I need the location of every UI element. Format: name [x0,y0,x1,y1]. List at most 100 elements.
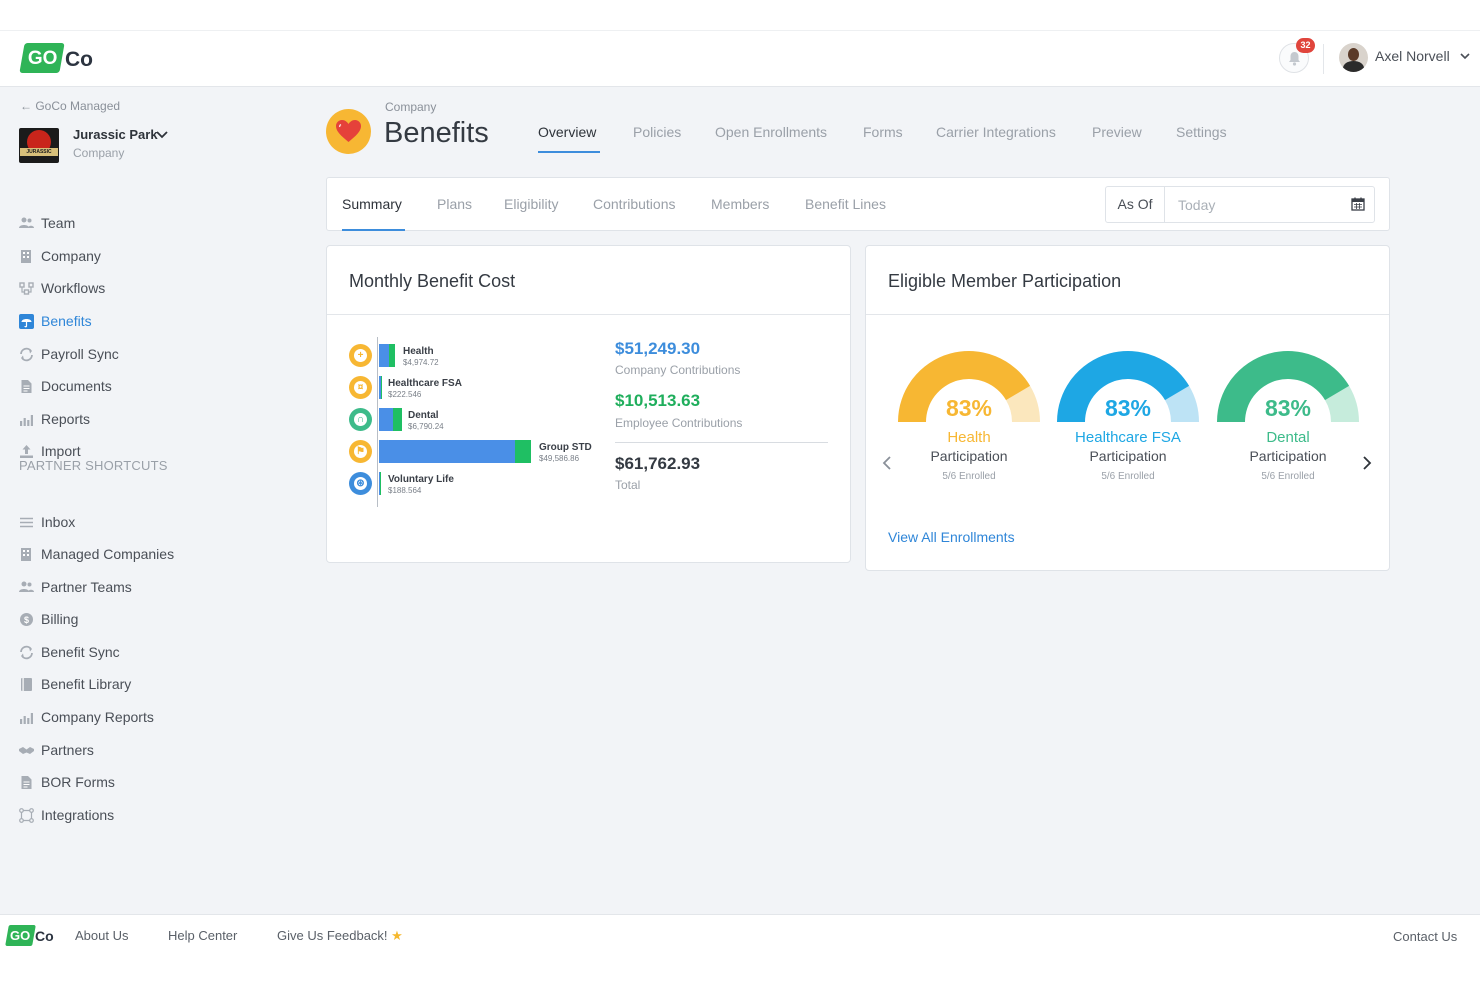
total-label: Total [615,478,641,492]
sidebar-item-company-reports[interactable]: Company Reports [0,703,300,733]
employee-cost-bar [381,376,382,399]
sidebar-item-company[interactable]: Company [0,242,300,272]
sidebar-item-inbox[interactable]: Inbox [0,508,300,538]
sidebar-item-benefits[interactable]: Benefits [0,307,300,337]
top-bar: GO Co 32 Axel Norvell [0,30,1480,87]
logo-co-text: Co [35,928,54,944]
tab-carrier-integrations[interactable]: Carrier Integrations [936,124,1056,140]
sidebar-item-label: Partners [41,742,94,758]
heart-icon [336,120,361,142]
footer: GO Co About Us Help Center Give Us Feedb… [0,914,1480,957]
active-tab-underline [538,151,600,153]
tab-overview[interactable]: Overview [538,124,597,140]
sidebar-item-team[interactable]: Team [0,209,300,239]
view-all-enrollments-link[interactable]: View All Enrollments [888,529,1015,545]
sidebar-item-label: BOR Forms [41,774,115,790]
svg-text:$: $ [24,615,29,625]
subtab-contributions[interactable]: Contributions [593,196,676,212]
tab-open-enrollments[interactable]: Open Enrollments [715,124,828,140]
notification-badge: 32 [1296,38,1315,53]
sidebar-item-label: Benefit Sync [41,644,120,660]
sidebar-item-managed-companies[interactable]: Managed Companies [0,540,300,570]
user-name[interactable]: Axel Norvell [1375,48,1450,64]
calendar-icon[interactable] [1351,197,1365,211]
bell-icon [1289,52,1300,66]
integration-icon [19,808,34,823]
team-icon [19,581,34,592]
chevron-right-icon[interactable] [1361,455,1373,471]
header-divider [1323,44,1324,74]
help-center-link[interactable]: Help Center [168,928,238,943]
bar-value: $222.546 [388,390,422,399]
company-switcher[interactable]: Jurassic Park [73,127,158,142]
company-cost-bar [379,376,381,399]
logo-co-text: Co [65,48,93,71]
back-to-goco-managed-link[interactable]: ← GoCo Managed [20,99,121,113]
subtab-summary[interactable]: Summary [342,196,402,212]
as-of-date-input[interactable]: Today [1178,197,1216,213]
sidebar-item-payroll-sync[interactable]: Payroll Sync [0,340,300,370]
sidebar-item-billing[interactable]: $ Billing [0,605,300,635]
gauge-percentage: 83% [1264,395,1312,421]
sidebar-item-import[interactable]: Import [0,437,300,467]
sidebar-item-benefit-library[interactable]: Benefit Library [0,670,300,700]
gauge-plan-name: Dental [1266,429,1310,446]
sidebar-item-partner-teams[interactable]: Partner Teams [0,573,300,603]
sidebar-item-benefit-sync[interactable]: Benefit Sync [0,638,300,668]
company-cost-bar [379,344,389,367]
goco-logo[interactable]: GO Co [19,43,96,75]
as-of-label: As Of [1106,187,1165,222]
bar-label: Group STD [539,442,592,453]
give-feedback-label: Give Us Feedback! [277,928,388,943]
tooth-icon: ∩ [349,408,372,431]
bar-label: Health [403,346,434,357]
gauge-percentage: 83% [1104,395,1152,421]
employee-cost-bar [389,344,395,367]
sidebar-item-integrations[interactable]: Integrations [0,801,300,831]
bar-chart-icon [20,415,33,426]
tab-policies[interactable]: Policies [633,124,682,140]
company-cost-bar [379,440,515,463]
tab-preview[interactable]: Preview [1092,124,1142,140]
document-icon [21,380,32,393]
piggy-bank-icon: ¤ [349,376,372,399]
chevron-down-icon[interactable] [156,131,168,139]
as-of-date-picker[interactable]: As Of Today [1105,186,1375,223]
footer-goco-logo[interactable]: GO Co [5,925,55,947]
sidebar-item-label: Inbox [41,514,76,530]
sidebar-item-reports[interactable]: Reports [0,405,300,435]
life-icon: ⊛ [349,472,372,495]
subtab-plans[interactable]: Plans [437,196,473,212]
subtab-members[interactable]: Members [711,196,770,212]
sidebar-item-label: Documents [41,378,112,394]
employee-cost-bar [393,408,402,431]
subtab-eligibility[interactable]: Eligibility [504,196,559,212]
employee-contributions-amount: $10,513.63 [615,391,701,410]
gauge-enrolled-count: 5/6 Enrolled [1101,471,1155,482]
benefits-page-icon [326,109,371,154]
sidebar-item-documents[interactable]: Documents [0,372,300,402]
sidebar-item-label: Company Reports [41,709,154,725]
company-logo: JURASSIC PARK [19,128,59,163]
sidebar-item-workflows[interactable]: Workflows [0,274,300,304]
sidebar-item-bor-forms[interactable]: BOR Forms [0,768,300,798]
company-type: Company [73,146,125,160]
team-icon [19,217,34,228]
give-feedback-link[interactable]: Give Us Feedback! ★ [277,928,403,944]
company-contributions-amount: $51,249.30 [615,339,701,358]
gauge-plan-name: Healthcare FSA [1075,429,1181,446]
sidebar: ← GoCo Managed JURASSIC PARK Jurassic Pa… [0,87,300,915]
about-us-link[interactable]: About Us [75,928,129,943]
contact-us-link[interactable]: Contact Us [1393,929,1458,944]
active-subtab-underline [342,229,405,231]
sidebar-item-partners[interactable]: Partners [0,736,300,766]
participation-gauge: 83% Dental Participation 5/6 Enrolled [1215,349,1361,489]
chevron-down-icon[interactable] [1460,53,1470,60]
upload-icon [20,445,33,458]
tab-forms[interactable]: Forms [863,124,903,140]
avatar[interactable] [1339,43,1368,72]
chevron-left-icon[interactable] [881,455,893,471]
subtab-benefit-lines[interactable]: Benefit Lines [805,196,886,212]
tab-settings[interactable]: Settings [1176,124,1227,140]
gauge-arc [898,351,1040,422]
